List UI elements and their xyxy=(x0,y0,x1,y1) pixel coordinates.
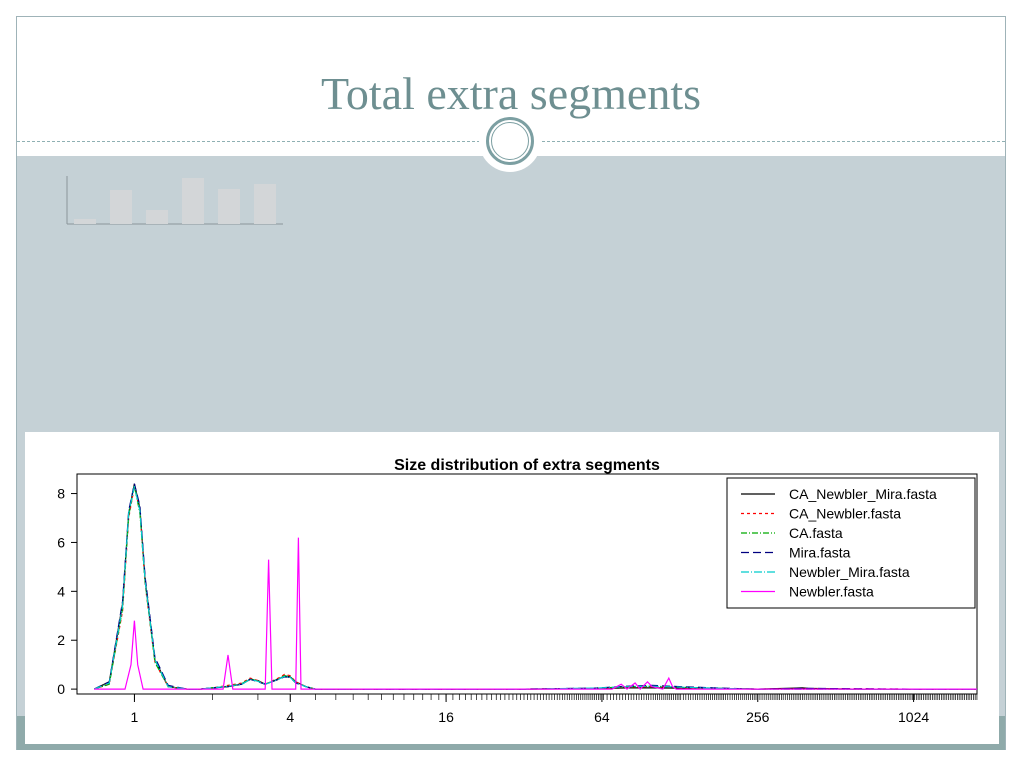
legend-entry: CA_Newbler.fasta xyxy=(789,506,901,522)
y-tick-label: 2 xyxy=(57,632,65,648)
y-tick-label: 8 xyxy=(57,486,65,502)
x-tick-label: 1 xyxy=(131,709,139,725)
legend-entry: Mira.fasta xyxy=(789,545,851,561)
legend-entry: Newbler.fasta xyxy=(789,584,874,600)
x-tick-label: 16 xyxy=(438,709,454,725)
bar-chart-placeholder-icon xyxy=(66,176,283,225)
y-tick-label: 6 xyxy=(57,534,65,550)
legend-box xyxy=(726,477,976,609)
x-tick-label: 1024 xyxy=(898,709,929,725)
chart-card: Size distribution of extra segments 0 2 4 6… xyxy=(25,432,999,744)
x-tick-label: 64 xyxy=(594,709,610,725)
plot-area: 0 2 4 6 8 1 4 16 64 256 1024 xyxy=(57,473,978,725)
y-tick-label: 4 xyxy=(57,583,65,599)
legend-entry: Newbler_Mira.fasta xyxy=(789,564,910,580)
x-tick-label: 4 xyxy=(286,709,294,725)
plot-frame xyxy=(76,473,978,695)
size-distribution-chart: Size distribution of extra segments 0 2 4 6… xyxy=(57,457,978,725)
x-tick-label: 256 xyxy=(746,709,770,725)
legend: CA_Newbler_Mira.fasta CA_Newbler.fasta CA.… xyxy=(726,477,976,609)
legend-entry: CA.fasta xyxy=(789,525,843,541)
ornament-inner-ring xyxy=(491,122,529,160)
y-tick-label: 0 xyxy=(57,681,65,697)
legend-entry: CA_Newbler_Mira.fasta xyxy=(789,486,937,502)
chart-title: Size distribution of extra segments xyxy=(394,457,660,474)
series-line-newbler-fasta xyxy=(94,537,977,690)
